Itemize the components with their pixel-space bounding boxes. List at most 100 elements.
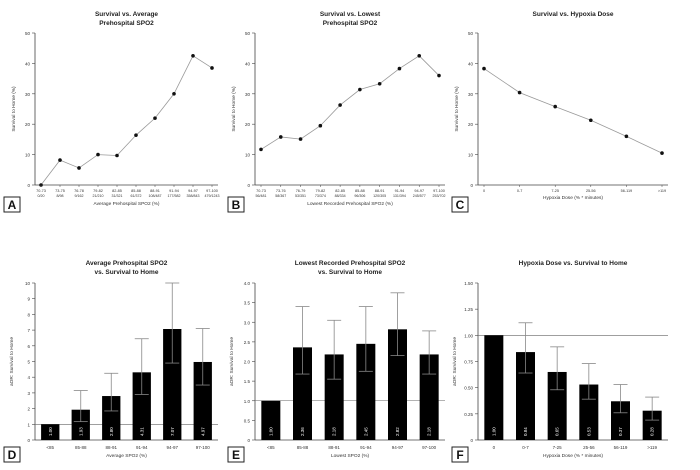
- panel-letter-box: [3, 446, 21, 463]
- value-label: 2.80: [109, 427, 114, 436]
- x-tick-label: 0-7: [522, 445, 529, 450]
- x-tick-label: 7-25: [553, 445, 563, 450]
- y-tick-label: 3.5: [244, 301, 251, 306]
- bar-85-88: [71, 409, 90, 440]
- data-point: [358, 87, 362, 92]
- y-tick-label: 1.00: [464, 333, 473, 338]
- panel-letter-box: [227, 446, 245, 463]
- series-line: [40, 55, 213, 186]
- y-tick-label: 40: [468, 61, 474, 66]
- panel-d: Average Prehospital SPO2 vs. Survival to …: [3, 260, 218, 463]
- y-tick-label: 10: [468, 153, 474, 158]
- x-tick-label: 79-82: [315, 189, 325, 193]
- data-point: [191, 54, 195, 58]
- value-label: 1.93: [78, 427, 83, 436]
- y-tick-label: 1.0: [244, 399, 251, 404]
- data-point: [134, 133, 138, 137]
- x-tick-label: 88-91: [150, 189, 160, 193]
- x-tick-label: 97-100: [422, 445, 437, 450]
- bar-97-100: [419, 354, 439, 440]
- x-tick-sublabel: 8/98: [57, 194, 64, 198]
- x-tick-label: 91-94: [395, 189, 405, 193]
- x-tick-sublabel: 9/162: [75, 194, 84, 198]
- x-tick-sublabel: 21/210: [93, 194, 104, 198]
- x-tick-label: 56-119: [614, 445, 628, 450]
- panel-letter-box: [451, 446, 469, 463]
- data-point: [278, 135, 283, 139]
- data-point: [660, 151, 664, 155]
- x-tick-label: 94-97: [166, 445, 178, 450]
- panel-letter: A: [8, 198, 17, 212]
- chart-title: Prehospital SPO2: [323, 20, 378, 27]
- panel-b: Survival vs. Lowest Prehospital SPO2 0 10 20…: [227, 11, 446, 213]
- bar-7-25: [547, 371, 567, 440]
- bar-25-56: [579, 384, 599, 440]
- x-tick-label: 70-73: [256, 189, 266, 193]
- panel-letter: E: [232, 448, 240, 462]
- panel-letter-box: [227, 196, 245, 213]
- bar-0: [484, 335, 504, 440]
- chart-title: Survival vs. Average: [95, 11, 158, 18]
- data-point: [417, 54, 422, 58]
- y-tick-label: 5: [27, 360, 30, 365]
- x-tick-label: 56-119: [621, 189, 633, 193]
- y-tick-label: 1.50: [464, 281, 473, 286]
- data-point: [115, 153, 119, 158]
- y-tick-label: 50: [245, 31, 251, 36]
- y-axis-label: Survival to Home (%): [11, 86, 17, 132]
- y-tick-label: 0: [247, 438, 250, 443]
- x-tick-sublabel: 245/577: [413, 194, 426, 198]
- data-point: [517, 90, 522, 95]
- y-tick-label: 10: [245, 153, 251, 158]
- x-tick-sublabel: 131/394: [393, 194, 406, 198]
- panel-a: Survival vs. Average Prehospital SPO2 0 10 2…: [3, 11, 220, 213]
- x-tick-label: 91-94: [169, 189, 179, 193]
- x-tick-label: 76-79: [296, 189, 306, 193]
- x-tick-sublabel: 479/1243: [205, 194, 220, 198]
- bar-88-91: [324, 354, 344, 440]
- x-tick-sublabel: 0/20: [38, 194, 45, 198]
- bar-94-97: [163, 329, 182, 440]
- x-tick-label: 94-97: [188, 189, 198, 193]
- x-tick-label: 73-76: [276, 189, 286, 193]
- panel-f: Hypoxia Dose vs. Survival to Home 0 0.25 0.…: [451, 260, 668, 463]
- x-tick-sublabel: 177/582: [168, 194, 181, 198]
- x-tick-label: 79-82: [93, 189, 103, 193]
- x-tick-sublabel: 31/321: [112, 194, 123, 198]
- bar-94-97: [388, 329, 407, 440]
- data-point: [172, 92, 176, 96]
- x-tick-label: 94-97: [392, 445, 404, 450]
- chart-title: vs. Survival to Home: [95, 269, 159, 276]
- panel-letter: D: [8, 448, 17, 462]
- chart-title: Survival vs. Lowest: [320, 11, 381, 18]
- panel-letter: F: [456, 448, 463, 462]
- bar-91-94: [132, 372, 151, 440]
- bar-91-94: [356, 343, 376, 440]
- x-tick-label: 82-85: [335, 189, 345, 193]
- x-tick-sublabel: 120/305: [373, 194, 386, 198]
- x-tick-label: 88-91: [105, 445, 117, 450]
- bar-<85: [261, 400, 281, 440]
- y-tick-label: 0: [27, 183, 30, 188]
- x-tick-label: 7-25: [551, 189, 559, 193]
- data-point: [58, 158, 62, 162]
- y-tick-label: 30: [468, 92, 474, 97]
- y-tick-label: 0.5: [244, 418, 251, 423]
- y-tick-label: 20: [245, 122, 251, 127]
- x-tick-sublabel: 88/334: [335, 194, 346, 198]
- y-tick-label: 9: [27, 297, 30, 302]
- y-tick-label: 3.0: [244, 320, 251, 325]
- value-label: 1.00: [48, 427, 53, 436]
- y-axis-label: aOR: Survival to Home: [9, 337, 15, 386]
- x-tick-label: 25-56: [586, 189, 596, 193]
- value-label: 2.18: [332, 427, 337, 436]
- x-axis-label: Average Prehospital SPO2 (%): [93, 201, 159, 207]
- y-tick-label: 30: [25, 92, 31, 97]
- y-tick-label: 2.0: [244, 360, 251, 365]
- bar-<85: [41, 424, 60, 440]
- x-tick-label: >119: [647, 445, 657, 450]
- x-axis-label: Hypoxia Dose (% * minutes): [543, 453, 603, 459]
- y-tick-label: 0.50: [464, 386, 473, 391]
